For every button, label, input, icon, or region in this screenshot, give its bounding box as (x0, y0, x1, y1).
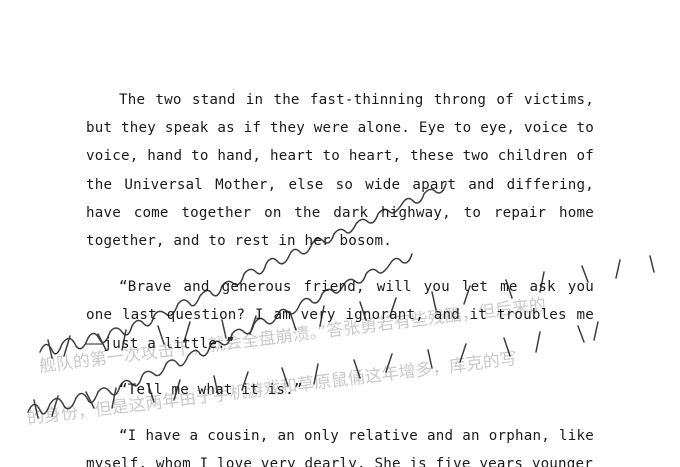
paragraph-3: “Tell me what it is.” (119, 381, 303, 398)
paragraph-2: “Brave and generous friend, will you let… (86, 279, 594, 352)
paragraph-4: “I have a cousin, an only relative and a… (86, 428, 594, 467)
paragraph-1: The two stand in the fast-thinning thron… (86, 92, 594, 250)
body-text: The two stand in the fast-thinning thron… (86, 86, 594, 467)
